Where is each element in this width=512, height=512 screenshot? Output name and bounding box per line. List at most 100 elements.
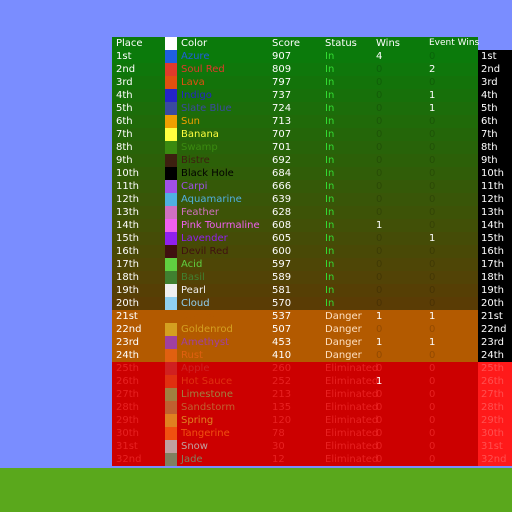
table-row: 30th Tangerine 78 Eliminated 0 0 xyxy=(112,427,478,440)
color-name: Rust xyxy=(181,350,203,361)
event-wins: 0 xyxy=(429,298,436,309)
wins: 0 xyxy=(376,350,383,361)
status: Eliminated xyxy=(325,402,379,413)
event-wins: 2 xyxy=(429,64,436,75)
color-swatch xyxy=(165,414,177,427)
event-wins: 0 xyxy=(429,428,436,439)
color-name: Feather xyxy=(181,207,220,218)
wins: 0 xyxy=(376,324,383,335)
color-name: Basil xyxy=(181,272,205,283)
side-row: 17th xyxy=(478,258,512,271)
side-row: 6th xyxy=(478,115,512,128)
side-row: 11th xyxy=(478,180,512,193)
side-row: 25th xyxy=(478,362,512,375)
table-row: 18th Basil 589 In 0 0 xyxy=(112,271,478,284)
table-row: 12th Aquamarine 639 In 0 0 xyxy=(112,193,478,206)
side-place: 22nd xyxy=(481,324,507,335)
side-row: 3rd xyxy=(478,76,512,89)
color-swatch xyxy=(165,102,177,115)
place: 15th xyxy=(116,233,139,244)
table-row: 2nd Soul Red 809 In 0 2 xyxy=(112,63,478,76)
side-place: 2nd xyxy=(481,64,501,75)
score: 600 xyxy=(272,246,292,257)
status: Eliminated xyxy=(325,441,379,452)
event-wins: 0 xyxy=(429,155,436,166)
event-wins: 1 xyxy=(429,233,436,244)
event-wins: 1 xyxy=(429,311,436,322)
color-swatch xyxy=(165,271,177,284)
table-row: 3rd Lava 797 In 0 0 xyxy=(112,76,478,89)
table-row: 28th Sandstorm 135 Eliminated 0 0 xyxy=(112,401,478,414)
score: 701 xyxy=(272,142,292,153)
status: In xyxy=(325,129,335,140)
color-name: Sandstorm xyxy=(181,402,236,413)
wins: 0 xyxy=(376,402,383,413)
wins: 0 xyxy=(376,454,383,465)
side-place: 11th xyxy=(481,181,504,192)
side-place: 15th xyxy=(481,233,504,244)
header-color: Color xyxy=(181,38,208,49)
color-name: Pearl xyxy=(181,285,206,296)
event-wins: 1 xyxy=(429,337,436,348)
header-wins: Wins xyxy=(376,38,400,49)
event-wins: 0 xyxy=(429,441,436,452)
score: 12 xyxy=(272,454,285,465)
side-row: 32nd xyxy=(478,453,512,466)
score: 589 xyxy=(272,272,292,283)
place: 7th xyxy=(116,129,133,140)
place: 18th xyxy=(116,272,139,283)
event-wins: 1 xyxy=(429,103,436,114)
side-row: 23rd xyxy=(478,336,512,349)
score: 608 xyxy=(272,220,292,231)
status: Danger xyxy=(325,324,362,335)
color-name: Amethyst xyxy=(181,337,230,348)
wins: 0 xyxy=(376,389,383,400)
place: 14th xyxy=(116,220,139,231)
place: 6th xyxy=(116,116,133,127)
event-wins: 0 xyxy=(429,376,436,387)
side-row: 29th xyxy=(478,414,512,427)
table-row: 4th Indigo 737 In 0 1 xyxy=(112,89,478,102)
side-row: 28th xyxy=(478,401,512,414)
side-place: 7th xyxy=(481,129,498,140)
side-place: 6th xyxy=(481,116,498,127)
status: Eliminated xyxy=(325,415,379,426)
color-swatch xyxy=(165,297,177,310)
color-swatch xyxy=(165,141,177,154)
color-name: Carpi xyxy=(181,181,208,192)
side-row: 27th xyxy=(478,388,512,401)
side-place: 17th xyxy=(481,259,504,270)
side-places: 1st 2nd 3rd 4th 5th 6th 7th 8th 9th 10th 11th 12th 1… xyxy=(478,50,512,468)
color-swatch xyxy=(165,284,177,297)
side-row: 15th xyxy=(478,232,512,245)
status: Eliminated xyxy=(325,363,379,374)
color-swatch xyxy=(165,128,177,141)
side-place: 26th xyxy=(481,376,504,387)
wins: 0 xyxy=(376,428,383,439)
wins: 0 xyxy=(376,194,383,205)
wins: 0 xyxy=(376,129,383,140)
side-place: 8th xyxy=(481,142,498,153)
color-swatch xyxy=(165,375,177,388)
place: 12th xyxy=(116,194,139,205)
score: 78 xyxy=(272,428,285,439)
status: Eliminated xyxy=(325,389,379,400)
event-wins: 0 xyxy=(429,350,436,361)
event-wins: 0 xyxy=(429,142,436,153)
color-swatch xyxy=(165,245,177,258)
score: 260 xyxy=(272,363,292,374)
color-swatch xyxy=(165,323,177,336)
side-place: 20th xyxy=(481,298,504,309)
table-row: 17th Acid 597 In 0 0 xyxy=(112,258,478,271)
status: In xyxy=(325,272,335,283)
wins: 1 xyxy=(376,220,383,231)
side-row: 2nd xyxy=(478,63,512,76)
side-place: 27th xyxy=(481,389,504,400)
score: 907 xyxy=(272,51,292,62)
color-swatch xyxy=(165,232,177,245)
event-wins: 0 xyxy=(429,220,436,231)
event-wins: 0 xyxy=(429,389,436,400)
event-wins: 0 xyxy=(429,454,436,465)
side-row: 10th xyxy=(478,167,512,180)
